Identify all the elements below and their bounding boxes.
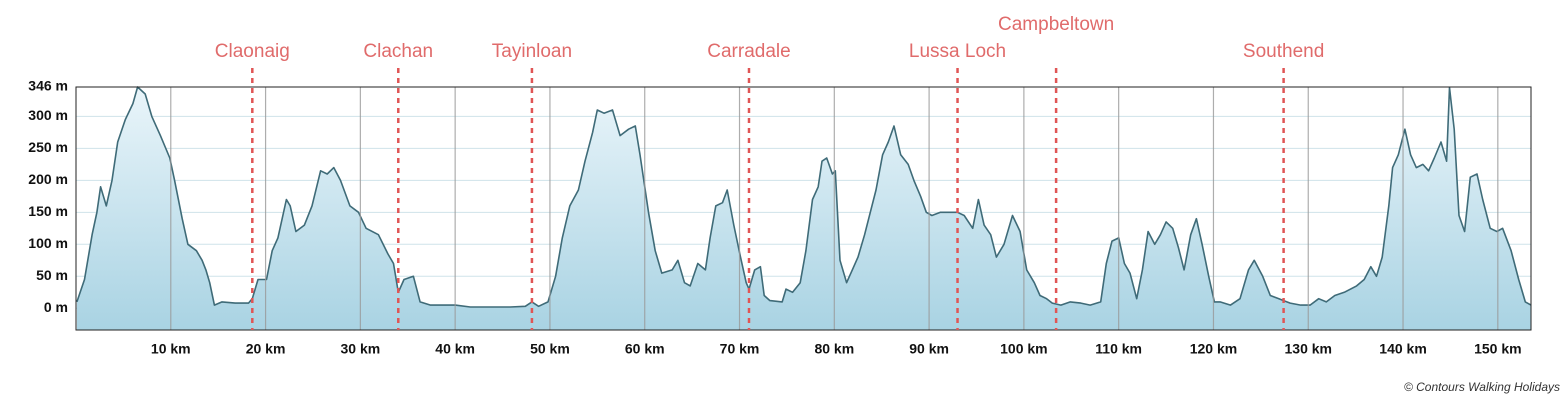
marker-label: Claonaig [215, 41, 290, 62]
x-tick-label: 120 km [1190, 341, 1237, 357]
x-tick-label: 30 km [341, 341, 381, 357]
marker-label: Southend [1243, 41, 1324, 62]
y-tick-label: 200 m [28, 171, 68, 187]
area-fill [76, 87, 1531, 330]
credit: © Contours Walking Holidays [1404, 380, 1560, 394]
marker-label: Tayinloan [492, 41, 572, 62]
x-tick-label: 100 km [1000, 341, 1047, 357]
x-tick-label: 50 km [530, 341, 570, 357]
x-tick-label: 10 km [151, 341, 191, 357]
x-tick-label: 80 km [814, 341, 854, 357]
x-tick-label: 70 km [720, 341, 760, 357]
marker-label: Campbeltown [998, 14, 1114, 35]
y-tick-label: 346 m [28, 78, 68, 94]
plot-border [75, 86, 1532, 331]
x-tick-label: 40 km [435, 341, 475, 357]
y-tick-label: 300 m [28, 107, 68, 123]
y-tick-label: 0 m [44, 299, 68, 315]
marker-label: Clachan [363, 41, 433, 62]
y-tick-label: 50 m [36, 267, 68, 283]
x-tick-label: 140 km [1379, 341, 1426, 357]
x-tick-label: 110 km [1095, 341, 1142, 357]
x-tick-label: 90 km [909, 341, 949, 357]
x-tick-label: 60 km [625, 341, 665, 357]
y-tick-label: 100 m [28, 235, 68, 251]
x-tick-label: 130 km [1285, 341, 1332, 357]
y-tick-label: 250 m [28, 139, 68, 155]
marker-label: Lussa Loch [909, 41, 1006, 62]
y-tick-label: 150 m [28, 203, 68, 219]
x-tick-label: 20 km [246, 341, 286, 357]
marker-label: Carradale [707, 41, 790, 62]
x-tick-label: 150 km [1474, 341, 1521, 357]
